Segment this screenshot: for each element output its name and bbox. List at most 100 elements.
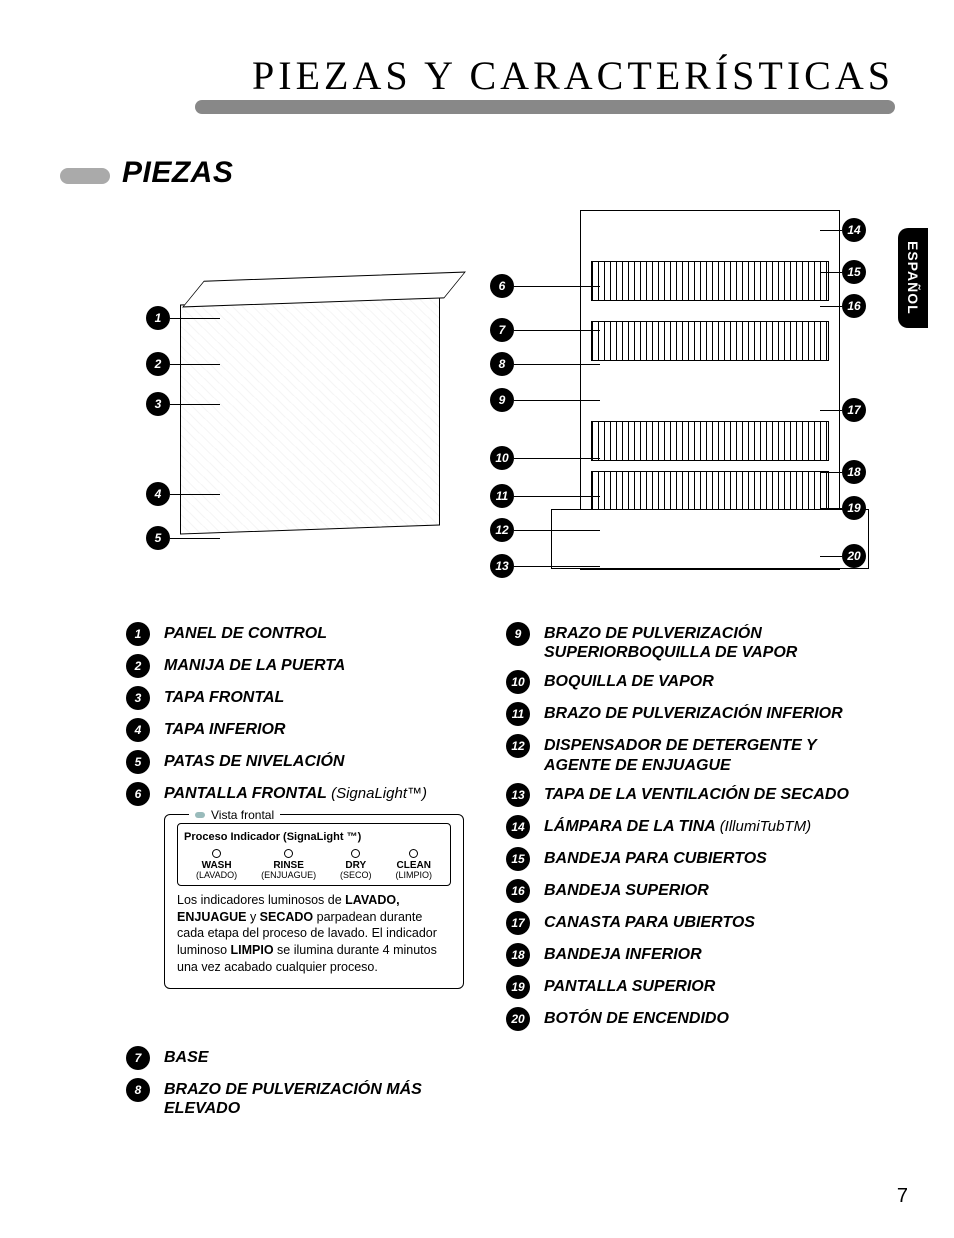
legend-number: 1 bbox=[126, 622, 150, 646]
callout-line bbox=[820, 508, 842, 509]
callout-19: 19 bbox=[842, 496, 866, 520]
callout-14: 14 bbox=[842, 218, 866, 242]
legend-number: 19 bbox=[506, 975, 530, 999]
legend-label: BRAZO DE PULVERIZACIÓN MÁS ELEVADO bbox=[164, 1078, 486, 1118]
callout-line bbox=[820, 306, 842, 307]
rack-line bbox=[591, 471, 829, 511]
legend-label: CANASTA PARA UBIERTOS bbox=[544, 911, 755, 932]
callout-1: 1 bbox=[146, 306, 170, 330]
callout-2: 2 bbox=[146, 352, 170, 376]
diagram-area: 1234567891011121314151617181920 bbox=[120, 200, 860, 600]
rack-line bbox=[591, 261, 829, 301]
callout-line bbox=[514, 566, 600, 567]
callout-line bbox=[820, 472, 842, 473]
callout-4: 4 bbox=[146, 482, 170, 506]
callout-line bbox=[820, 272, 842, 273]
callout-15: 15 bbox=[842, 260, 866, 284]
language-tab-label: ESPAÑOL bbox=[905, 241, 921, 315]
indicator-panel-title: Proceso Indicador (SignaLight ™) bbox=[184, 830, 444, 845]
legend-item-9: 9 BRAZO DE PULVERIZACIÓN SUPERIORBOQUILLA… bbox=[506, 622, 886, 662]
callout-16: 16 bbox=[842, 294, 866, 318]
callout-9: 9 bbox=[490, 388, 514, 412]
legend-number: 12 bbox=[506, 734, 530, 758]
callout-line bbox=[514, 330, 600, 331]
appliance-open-illustration bbox=[580, 210, 840, 570]
indicator-wash: WASH(LAVADO) bbox=[196, 849, 237, 881]
legend-number: 13 bbox=[506, 783, 530, 807]
legend-item-6: 6 PANTALLA FRONTAL (SignaLight™) bbox=[126, 782, 486, 806]
legend-label: PANTALLA FRONTAL (SignaLight™) bbox=[164, 782, 427, 803]
legend-label: BANDEJA INFERIOR bbox=[544, 943, 702, 964]
legend-label: BOTÓN DE ENCENDIDO bbox=[544, 1007, 729, 1028]
callout-line bbox=[170, 318, 220, 319]
legend-item-19: 19 PANTALLA SUPERIOR bbox=[506, 975, 886, 999]
callout-line bbox=[514, 400, 600, 401]
callout-line bbox=[514, 364, 600, 365]
legend-item-15: 15BANDEJA PARA CUBIERTOS bbox=[506, 847, 886, 871]
legend-item-7: 7BASE bbox=[126, 1046, 486, 1070]
legend-label: LÁMPARA DE LA TINA (IllumiTubTM) bbox=[544, 815, 811, 836]
vista-frontal-box: Vista frontalProceso Indicador (SignaLig… bbox=[164, 814, 464, 989]
callout-line bbox=[820, 410, 842, 411]
callout-13: 13 bbox=[490, 554, 514, 578]
callout-line bbox=[820, 556, 842, 557]
callout-10: 10 bbox=[490, 446, 514, 470]
callout-line bbox=[514, 458, 600, 459]
indicator-clean: CLEAN(LIMPIO) bbox=[395, 849, 432, 881]
legend-item-13: 13TAPA DE LA VENTILACIÓN DE SECADO bbox=[506, 783, 886, 807]
callout-6: 6 bbox=[490, 274, 514, 298]
legend-item-18: 18BANDEJA INFERIOR bbox=[506, 943, 886, 967]
legend-item-14: 14LÁMPARA DE LA TINA (IllumiTubTM) bbox=[506, 815, 886, 839]
callout-line bbox=[170, 494, 220, 495]
legend-left: 1PANEL DE CONTROL 2MANIJA DE LA PUERTA 3… bbox=[126, 622, 486, 1003]
section-heading: PIEZAS bbox=[122, 156, 233, 190]
callout-line bbox=[170, 404, 220, 405]
legend-label: PANTALLA SUPERIOR bbox=[544, 975, 715, 996]
legend-item-12: 12 DISPENSADOR DE DETERGENTE Y AGENTE DE … bbox=[506, 734, 886, 774]
legend-label: PANEL DE CONTROL bbox=[164, 622, 327, 643]
callout-7: 7 bbox=[490, 318, 514, 342]
legend-item-8: 8BRAZO DE PULVERIZACIÓN MÁS ELEVADO bbox=[126, 1078, 486, 1118]
section-bullet bbox=[60, 168, 110, 184]
legend-item-10: 10 BOQUILLA DE VAPOR bbox=[506, 670, 886, 694]
rack-line bbox=[591, 321, 829, 361]
appliance-closed-illustration bbox=[180, 295, 440, 534]
rack-line bbox=[591, 421, 829, 461]
indicator-dry: DRY(SECO) bbox=[340, 849, 372, 881]
callout-line bbox=[170, 364, 220, 365]
legend-label: BOQUILLA DE VAPOR bbox=[544, 670, 714, 691]
callout-line bbox=[820, 230, 842, 231]
legend-number: 9 bbox=[506, 622, 530, 646]
legend-label: BRAZO DE PULVERIZACIÓN SUPERIORBOQUILLA … bbox=[544, 622, 886, 662]
callout-12: 12 bbox=[490, 518, 514, 542]
legend-number: 16 bbox=[506, 879, 530, 903]
legend-item-17: 17 CANASTA PARA UBIERTOS bbox=[506, 911, 886, 935]
legend-item-2: 2MANIJA DE LA PUERTA bbox=[126, 654, 486, 678]
legend-note: (IllumiTubTM) bbox=[720, 818, 811, 835]
legend-number: 17 bbox=[506, 911, 530, 935]
callout-line bbox=[514, 496, 600, 497]
legend-label: BANDEJA PARA CUBIERTOS bbox=[544, 847, 767, 868]
indicator-rinse: RINSE(ENJUAGUE) bbox=[261, 849, 316, 881]
callout-17: 17 bbox=[842, 398, 866, 422]
callout-8: 8 bbox=[490, 352, 514, 376]
legend-note: (SignaLight™) bbox=[331, 785, 427, 802]
callout-line bbox=[170, 538, 220, 539]
legend-number: 10 bbox=[506, 670, 530, 694]
indicator-row: WASH(LAVADO) RINSE(ENJUAGUE) DRY(SECO) CLEA… bbox=[184, 849, 444, 881]
legend-number: 20 bbox=[506, 1007, 530, 1031]
callout-11: 11 bbox=[490, 484, 514, 508]
indicator-panel: Proceso Indicador (SignaLight ™) WASH(LAV… bbox=[177, 823, 451, 886]
legend-label: TAPA INFERIOR bbox=[164, 718, 285, 739]
legend-label: DISPENSADOR DE DETERGENTE Y AGENTE DE EN… bbox=[544, 734, 886, 774]
legend-number: 6 bbox=[126, 782, 150, 806]
title-underline bbox=[195, 100, 895, 114]
legend-item-16: 16BANDEJA SUPERIOR bbox=[506, 879, 886, 903]
legend-number: 2 bbox=[126, 654, 150, 678]
legend-item-1: 1 PANEL DE CONTROL bbox=[126, 622, 486, 646]
legend-item-20: 20 BOTÓN DE ENCENDIDO bbox=[506, 1007, 886, 1031]
legend-left-bottom: 7BASE 8BRAZO DE PULVERIZACIÓN MÁS ELEVAD… bbox=[126, 1046, 486, 1126]
callout-5: 5 bbox=[146, 526, 170, 550]
legend-item-4: 4TAPA INFERIOR bbox=[126, 718, 486, 742]
legend-number: 5 bbox=[126, 750, 150, 774]
